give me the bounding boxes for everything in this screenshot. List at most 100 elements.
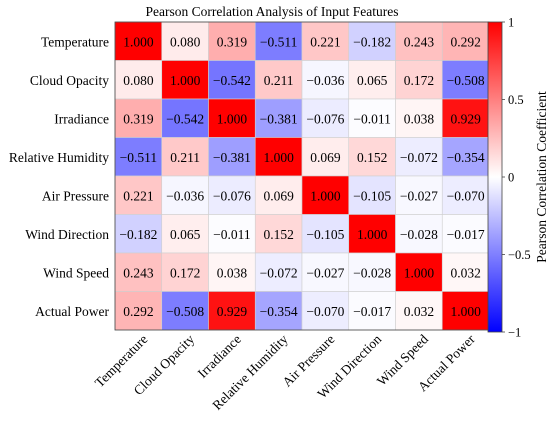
- cell-value-label: 0.080: [123, 73, 154, 88]
- cell-value-label: −0.072: [400, 150, 438, 165]
- cell-value-label: −0.028: [400, 227, 438, 242]
- heatmap-cell: [208, 291, 256, 331]
- heatmap-cell: [301, 214, 350, 254]
- cell-value-label: −0.105: [306, 227, 344, 242]
- cell-value-label: 1.000: [310, 188, 341, 203]
- row-label: Wind Direction: [25, 227, 109, 242]
- heatmap-cell: [208, 214, 256, 254]
- heatmap-cell: [348, 21, 396, 61]
- heatmap-cell: [254, 175, 303, 215]
- cell-value-label: 0.292: [123, 304, 153, 319]
- heatmap-cell: [395, 175, 443, 215]
- colorbar-tick-label: −0.5: [508, 248, 531, 262]
- cell-value-label: 0.243: [404, 34, 435, 49]
- cell-value-label: 0.211: [264, 73, 294, 88]
- cell-value-label: −0.072: [260, 265, 298, 280]
- heatmap-cell: [441, 21, 490, 61]
- heatmap-cell: [441, 60, 490, 100]
- cell-value-label: −0.105: [353, 188, 391, 203]
- cell-value-label: −0.511: [260, 34, 298, 49]
- cell-value-label: 0.152: [263, 227, 293, 242]
- heatmap-cell: [348, 60, 396, 100]
- cell-value-label: −0.381: [213, 150, 251, 165]
- heatmap-cell: [208, 137, 256, 177]
- cell-value-label: 0.319: [217, 34, 248, 49]
- cell-value-label: 0.929: [450, 111, 481, 126]
- heatmap-cell: [301, 137, 350, 177]
- cell-value-label: −0.542: [166, 111, 204, 126]
- heatmap-cell: [441, 252, 490, 292]
- row-label: Actual Power: [35, 304, 109, 319]
- colorbar-gradient: [487, 21, 503, 333]
- cell-value-label: 0.152: [357, 150, 387, 165]
- heatmap-cell: [114, 252, 163, 292]
- colorbar-tick-label: −1: [508, 326, 521, 340]
- heatmap-cell: [395, 252, 443, 292]
- heatmap-cell: [301, 291, 350, 331]
- colorbar-tick-label: 0: [508, 171, 514, 185]
- heatmap-cell: [441, 291, 490, 331]
- cell-value-label: 1.000: [357, 227, 388, 242]
- column-label: Irradiance: [195, 332, 244, 381]
- heatmap-cell: [208, 175, 256, 215]
- heatmap-cell: [114, 21, 163, 61]
- cell-value-label: 0.032: [404, 304, 434, 319]
- cell-value-label: 0.069: [310, 150, 341, 165]
- cell-value-label: −0.036: [306, 73, 344, 88]
- cell-value-label: −0.070: [447, 188, 485, 203]
- heatmap-cell: [348, 98, 396, 138]
- cell-value-label: −0.028: [353, 265, 391, 280]
- heatmap-cell: [161, 98, 209, 138]
- cell-value-label: 0.069: [263, 188, 294, 203]
- cell-value-label: 0.065: [357, 73, 388, 88]
- cell-value-label: 0.929: [217, 304, 248, 319]
- row-label: Irradiance: [54, 111, 109, 126]
- cell-value-label: −0.182: [353, 34, 391, 49]
- cell-value-label: 0.243: [123, 265, 154, 280]
- heatmap-cell: [348, 214, 396, 254]
- cell-value-label: −0.542: [213, 73, 251, 88]
- cell-value-label: 0.172: [404, 73, 434, 88]
- heatmap-cell: [348, 175, 396, 215]
- heatmap-cell: [348, 252, 396, 292]
- heatmap-cell: [301, 252, 350, 292]
- heatmap-cell: [301, 175, 350, 215]
- colorbar-label: Pearson Correlation Coefficient: [534, 91, 549, 263]
- heatmap-cell: [208, 98, 256, 138]
- cell-value-label: 0.038: [404, 111, 435, 126]
- row-label: Wind Speed: [43, 265, 109, 280]
- heatmap-cell: [161, 252, 209, 292]
- heatmap-cell: [254, 137, 303, 177]
- row-label: Temperature: [41, 34, 109, 49]
- heatmap-cell: [161, 21, 209, 61]
- row-labels: Temperature Cloud Opacity Irradiance Relati…: [9, 34, 110, 319]
- cell-value-label: 1.000: [170, 73, 201, 88]
- cell-value-label: 0.172: [170, 265, 200, 280]
- heatmap-cell: [441, 175, 490, 215]
- heatmap-cell: [114, 137, 163, 177]
- cell-value-label: −0.017: [447, 227, 485, 242]
- cell-value-label: 0.065: [170, 227, 201, 242]
- heatmap-cells: 1.000 0.080 0.319 −0.511 0.221 −0.182 0.243 0.2…: [114, 21, 490, 331]
- cell-value-label: −0.011: [213, 227, 251, 242]
- heatmap-cell: [254, 21, 303, 61]
- cell-value-label: −0.017: [353, 304, 391, 319]
- cell-value-label: 0.221: [123, 188, 153, 203]
- cell-value-label: 1.000: [404, 265, 435, 280]
- row-label: Cloud Opacity: [30, 73, 109, 88]
- cell-value-label: 0.080: [170, 34, 201, 49]
- cell-value-label: −0.508: [447, 73, 485, 88]
- heatmap-cell: [161, 214, 209, 254]
- heatmap-cell: [395, 98, 443, 138]
- cell-value-label: 1.000: [217, 111, 248, 126]
- cell-value-label: −0.354: [447, 150, 485, 165]
- cell-value-label: −0.027: [306, 265, 344, 280]
- cell-value-label: −0.027: [400, 188, 438, 203]
- row-label: Relative Humidity: [9, 150, 109, 165]
- cell-value-label: −0.511: [120, 150, 158, 165]
- cell-value-label: −0.508: [166, 304, 204, 319]
- cell-value-label: −0.036: [166, 188, 204, 203]
- heatmap-cell: [254, 98, 303, 138]
